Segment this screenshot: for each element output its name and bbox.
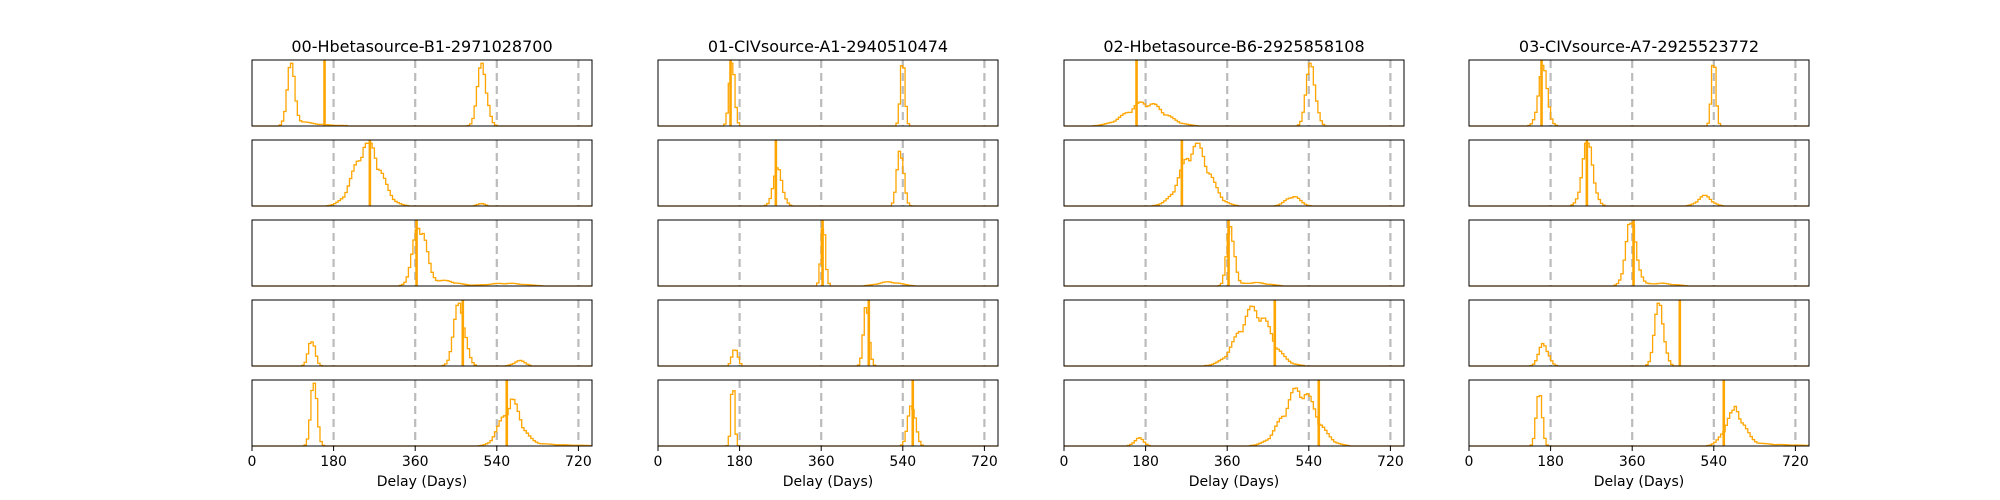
x-tick-label: 180 <box>1132 454 1159 470</box>
histogram-panel <box>1063 299 1405 367</box>
histogram-series <box>1469 394 1809 447</box>
x-axis-label: Delay (Days) <box>1189 474 1279 490</box>
histogram-series <box>1064 142 1404 207</box>
panel-frame <box>657 379 999 447</box>
histogram-panel <box>251 219 593 287</box>
x-tick-label: 0 <box>1060 454 1069 470</box>
panel-frame <box>1468 299 1810 367</box>
histogram-panel <box>657 59 999 127</box>
histogram-series <box>658 228 998 287</box>
column-title: 03-CIVsource-A7-2925523772 <box>1519 37 1759 56</box>
panel-frame <box>1063 219 1405 287</box>
panel-frame <box>251 299 593 367</box>
x-tick-label: 540 <box>1700 454 1727 470</box>
histogram-panel <box>1063 139 1405 207</box>
panel-frame <box>1468 59 1810 127</box>
panel-frame <box>1063 59 1405 127</box>
histogram-panel: 0 180 360 540 720 Delay (Days) <box>1465 379 1810 490</box>
histogram-panel <box>251 139 593 207</box>
histogram-panel: 0 180 360 540 720 Delay (Days) <box>654 379 999 490</box>
panel-frame <box>1468 379 1810 447</box>
panel-frame <box>1063 299 1405 367</box>
panel-frame <box>251 59 593 127</box>
x-tick-label: 720 <box>1782 454 1809 470</box>
panel-frame <box>251 139 593 207</box>
histogram-panel <box>251 299 593 367</box>
histogram-panel <box>1468 219 1810 287</box>
histogram-series <box>252 302 592 367</box>
x-tick-label: 0 <box>1465 454 1474 470</box>
panel-frame <box>1468 139 1810 207</box>
histogram-panel <box>657 299 999 367</box>
x-tick-label: 180 <box>320 454 347 470</box>
column-title: 02-Hbetasource-B6-2925858108 <box>1103 37 1364 56</box>
panel-frame <box>1063 379 1405 447</box>
histogram-panel <box>657 219 999 287</box>
histogram-panel <box>1063 219 1405 287</box>
panel-frame <box>657 139 999 207</box>
histogram-panel <box>1468 139 1810 207</box>
panel-frame <box>251 219 593 287</box>
histogram-series <box>1469 302 1809 367</box>
histogram-panel <box>251 59 593 127</box>
histogram-series <box>252 62 592 127</box>
x-axis-label: Delay (Days) <box>1594 474 1684 490</box>
x-tick-label: 540 <box>1295 454 1322 470</box>
panel-frame <box>251 379 593 447</box>
panel-frame <box>1063 139 1405 207</box>
x-axis-label: Delay (Days) <box>377 474 467 490</box>
x-tick-label: 0 <box>654 454 663 470</box>
x-tick-label: 540 <box>889 454 916 470</box>
histogram-series <box>252 142 592 207</box>
x-tick-label: 720 <box>1377 454 1404 470</box>
histogram-series <box>1064 305 1404 367</box>
histogram-series <box>1064 387 1404 447</box>
x-tick-label: 360 <box>402 454 429 470</box>
histogram-series <box>1469 142 1809 207</box>
x-tick-label: 720 <box>565 454 592 470</box>
x-tick-label: 180 <box>726 454 753 470</box>
histogram-panel <box>1468 59 1810 127</box>
histogram-series <box>1469 64 1809 127</box>
x-tick-label: 540 <box>483 454 510 470</box>
x-tick-label: 360 <box>808 454 835 470</box>
histogram-series <box>658 62 998 127</box>
x-tick-label: 720 <box>971 454 998 470</box>
x-tick-label: 360 <box>1619 454 1646 470</box>
histogram-series <box>1469 222 1809 287</box>
column-title: 00-Hbetasource-B1-2971028700 <box>291 37 552 56</box>
histogram-panel <box>1468 299 1810 367</box>
histogram-panel: 0 180 360 540 720 Delay (Days) <box>1060 379 1405 490</box>
panel-frame <box>657 219 999 287</box>
histogram-panel: 0 180 360 540 720 Delay (Days) <box>248 379 593 490</box>
histogram-series <box>658 306 998 367</box>
histogram-series <box>658 390 998 447</box>
x-axis-label: Delay (Days) <box>783 474 873 490</box>
x-tick-label: 0 <box>248 454 257 470</box>
x-tick-label: 360 <box>1214 454 1241 470</box>
histogram-series <box>1064 62 1404 127</box>
histogram-series <box>1064 226 1404 287</box>
histogram-series <box>252 382 592 447</box>
column-title: 01-CIVsource-A1-2940510474 <box>708 37 948 56</box>
panel-frame <box>1468 219 1810 287</box>
histogram-series <box>658 150 998 207</box>
x-tick-label: 180 <box>1537 454 1564 470</box>
histogram-panel <box>657 139 999 207</box>
panel-frame <box>657 299 999 367</box>
panel-frame <box>657 59 999 127</box>
histogram-panel <box>1063 59 1405 127</box>
histogram-series <box>252 227 592 287</box>
